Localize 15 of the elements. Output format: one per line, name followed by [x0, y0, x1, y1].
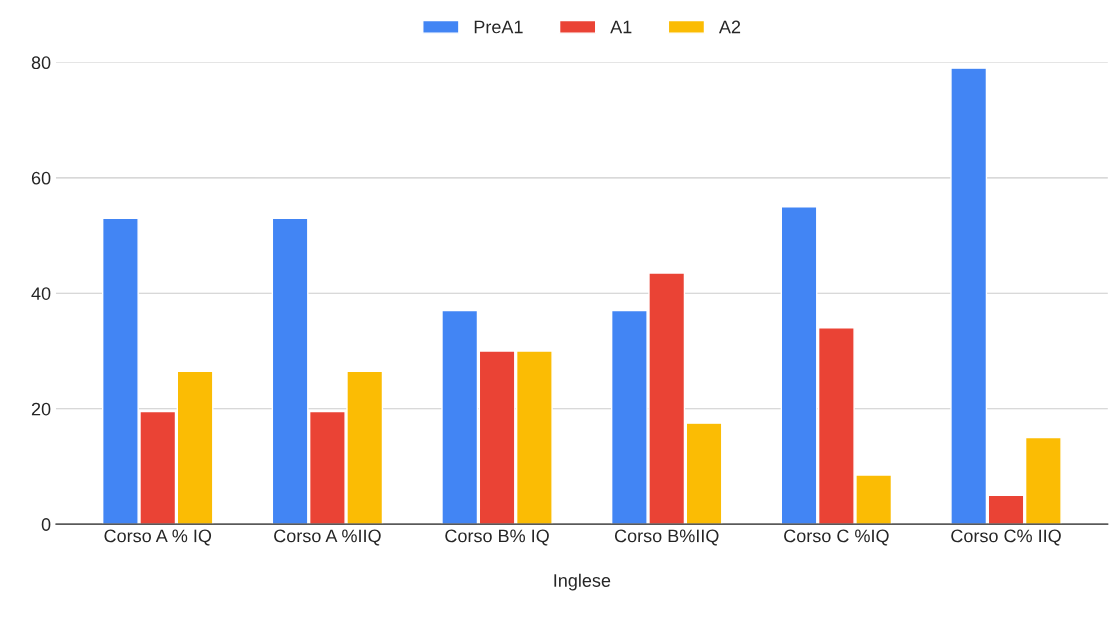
- x-tick-label: Corso C% IIQ: [951, 529, 1061, 546]
- x-tick-label: Corso B% IQ: [445, 529, 549, 546]
- x-tick-label: Corso C %IQ: [784, 529, 889, 546]
- y-tick-label: 0: [41, 518, 51, 531]
- x-tick-label: Corso B%IIQ: [614, 529, 719, 546]
- y-tick-label: 20: [31, 402, 51, 416]
- legend-label: PreA1: [474, 20, 523, 34]
- x-axis-title: Inglese: [554, 573, 611, 591]
- legend-label: A1: [610, 20, 632, 34]
- y-tick-label: 80: [31, 56, 51, 70]
- y-tick-label: 60: [31, 171, 51, 185]
- y-tick-label: 40: [31, 287, 51, 300]
- x-tick-label: Corso A % IQ: [104, 529, 212, 546]
- legend-label: A2: [718, 20, 741, 34]
- x-tick-label: Corso A %IIQ: [274, 529, 381, 546]
